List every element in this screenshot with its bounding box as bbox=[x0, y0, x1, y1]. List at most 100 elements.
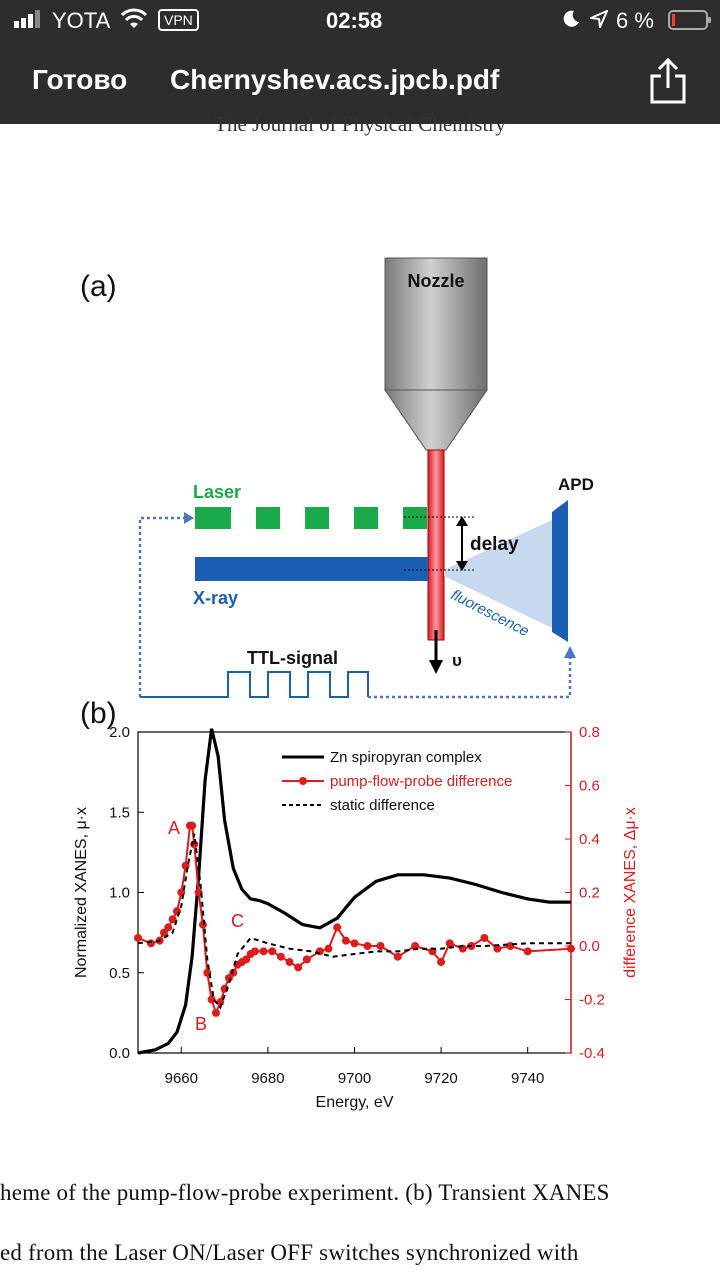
laser-label: Laser bbox=[193, 482, 241, 502]
data-point bbox=[393, 952, 402, 961]
laser-pulse bbox=[195, 507, 231, 529]
laser-pulse bbox=[256, 507, 280, 529]
caption-line: ed from the Laser ON/Laser OFF switches … bbox=[0, 1240, 579, 1265]
feature-marker-a: A bbox=[168, 818, 180, 838]
data-point bbox=[242, 955, 251, 964]
caption-line: heme of the pump-flow-probe experiment. … bbox=[0, 1180, 610, 1205]
laser-pulse bbox=[305, 507, 329, 529]
legend-label: static difference bbox=[330, 797, 435, 814]
data-point bbox=[250, 947, 259, 956]
series-line bbox=[137, 728, 571, 1055]
data-point bbox=[506, 942, 515, 950]
data-point bbox=[437, 958, 446, 967]
y-tick-label: 1.5 bbox=[109, 804, 130, 821]
status-bar: YOTA VPN 02:58 6 % bbox=[0, 0, 720, 40]
y2-tick-label: 0.6 bbox=[579, 778, 600, 795]
laser-pulse bbox=[354, 507, 378, 529]
data-point bbox=[285, 958, 294, 967]
data-point bbox=[211, 1008, 220, 1017]
nozzle-tip bbox=[384, 389, 488, 451]
share-icon[interactable] bbox=[648, 58, 688, 104]
data-point bbox=[523, 947, 532, 956]
delay-label: delay bbox=[470, 534, 519, 555]
nozzle-label: Nozzle bbox=[407, 271, 464, 291]
data-point bbox=[168, 915, 177, 924]
apd-detector bbox=[552, 500, 568, 642]
data-point bbox=[259, 947, 268, 956]
xray-label: X-ray bbox=[193, 588, 238, 608]
data-point bbox=[146, 939, 155, 948]
moon-icon bbox=[563, 10, 579, 27]
y-tick-label: 2.0 bbox=[109, 724, 130, 741]
data-point bbox=[172, 907, 181, 916]
data-point bbox=[350, 939, 359, 948]
figure: (a) Nozzle Laser X-ray fluorescence APD … bbox=[73, 257, 639, 1111]
legend-label: Zn spiropyran complex bbox=[330, 749, 482, 766]
xanes-chart: 9660 9680 9700 9720 9740 0.0 0.5 1.0 1.5 2.0 -0.4 -… bbox=[73, 724, 639, 1111]
x-tick-label: 9660 bbox=[165, 1070, 198, 1087]
y2-tick-label: 0.4 bbox=[579, 831, 600, 848]
signal-icon bbox=[14, 10, 40, 28]
ttl-label: TTL-signal bbox=[247, 648, 338, 668]
series-line bbox=[137, 824, 572, 1016]
ttl-pulses bbox=[140, 671, 369, 698]
data-point bbox=[164, 923, 173, 932]
y-tick-label: 0.0 bbox=[109, 1045, 130, 1062]
feature-marker-c: C bbox=[231, 911, 244, 931]
running-head: The Journal of Physical Chemistry bbox=[214, 112, 506, 136]
data-point bbox=[493, 944, 502, 953]
feature-marker-b: B bbox=[195, 1014, 207, 1034]
data-point bbox=[268, 947, 277, 956]
apd-label: APD bbox=[558, 475, 594, 494]
legend-label: pump-flow-probe difference bbox=[330, 773, 512, 790]
data-point bbox=[302, 955, 311, 964]
data-point bbox=[363, 942, 372, 950]
xray-beam bbox=[195, 557, 428, 581]
y-tick-label: 0.5 bbox=[109, 965, 130, 982]
ttl-return-line bbox=[368, 656, 572, 699]
y2-tick-label: 0.2 bbox=[579, 885, 600, 902]
data-point bbox=[376, 942, 385, 950]
data-point bbox=[324, 944, 333, 953]
fluorescence-cone bbox=[444, 520, 552, 628]
wifi-icon bbox=[120, 8, 148, 28]
data-point bbox=[445, 939, 454, 948]
data-point bbox=[159, 928, 168, 937]
y2-tick-label: -0.2 bbox=[579, 992, 605, 1009]
y2-tick-label: 0.0 bbox=[579, 938, 600, 955]
x-axis-label: Energy, eV bbox=[316, 1094, 394, 1111]
legend-marker bbox=[299, 777, 307, 785]
vpn-badge: VPN bbox=[158, 9, 199, 31]
document-title: Chernyshev.acs.jpcb.pdf bbox=[170, 64, 500, 95]
pdf-page: The Journal of Physical Chemistry (a) No… bbox=[0, 112, 720, 1280]
ttl-feed-line bbox=[138, 516, 186, 697]
series-line bbox=[137, 833, 571, 1010]
location-icon bbox=[590, 10, 608, 28]
panel-b-label: (b) bbox=[80, 697, 117, 730]
y2-tick-label: -0.4 bbox=[579, 1045, 605, 1062]
data-point bbox=[134, 933, 142, 942]
y-axis-label: Normalized XANES, μ·x bbox=[73, 807, 90, 978]
liquid-jet bbox=[427, 449, 445, 641]
viewer-toolbar: Готово Chernyshev.acs.jpcb.pdf bbox=[0, 40, 720, 124]
laser-pulse bbox=[403, 507, 427, 529]
battery-percent: 6 % bbox=[616, 8, 654, 33]
data-point bbox=[276, 952, 285, 961]
data-point bbox=[341, 936, 350, 945]
data-point bbox=[188, 821, 197, 830]
x-tick-label: 9680 bbox=[251, 1070, 284, 1087]
data-point bbox=[294, 963, 303, 972]
data-point bbox=[480, 933, 489, 942]
clock: 02:58 bbox=[326, 8, 383, 33]
data-point bbox=[229, 968, 238, 977]
velocity-label: υ bbox=[452, 651, 462, 670]
data-point bbox=[567, 944, 575, 953]
y2-tick-label: 0.8 bbox=[579, 724, 600, 741]
y2-axis-label: difference XANES, Δμ·x bbox=[622, 807, 639, 978]
y-tick-label: 1.0 bbox=[109, 885, 130, 902]
battery-icon bbox=[668, 10, 711, 30]
data-point bbox=[207, 995, 216, 1004]
done-button[interactable]: Готово bbox=[32, 64, 128, 95]
x-tick-label: 9720 bbox=[424, 1070, 457, 1087]
x-tick-label: 9700 bbox=[338, 1070, 371, 1087]
